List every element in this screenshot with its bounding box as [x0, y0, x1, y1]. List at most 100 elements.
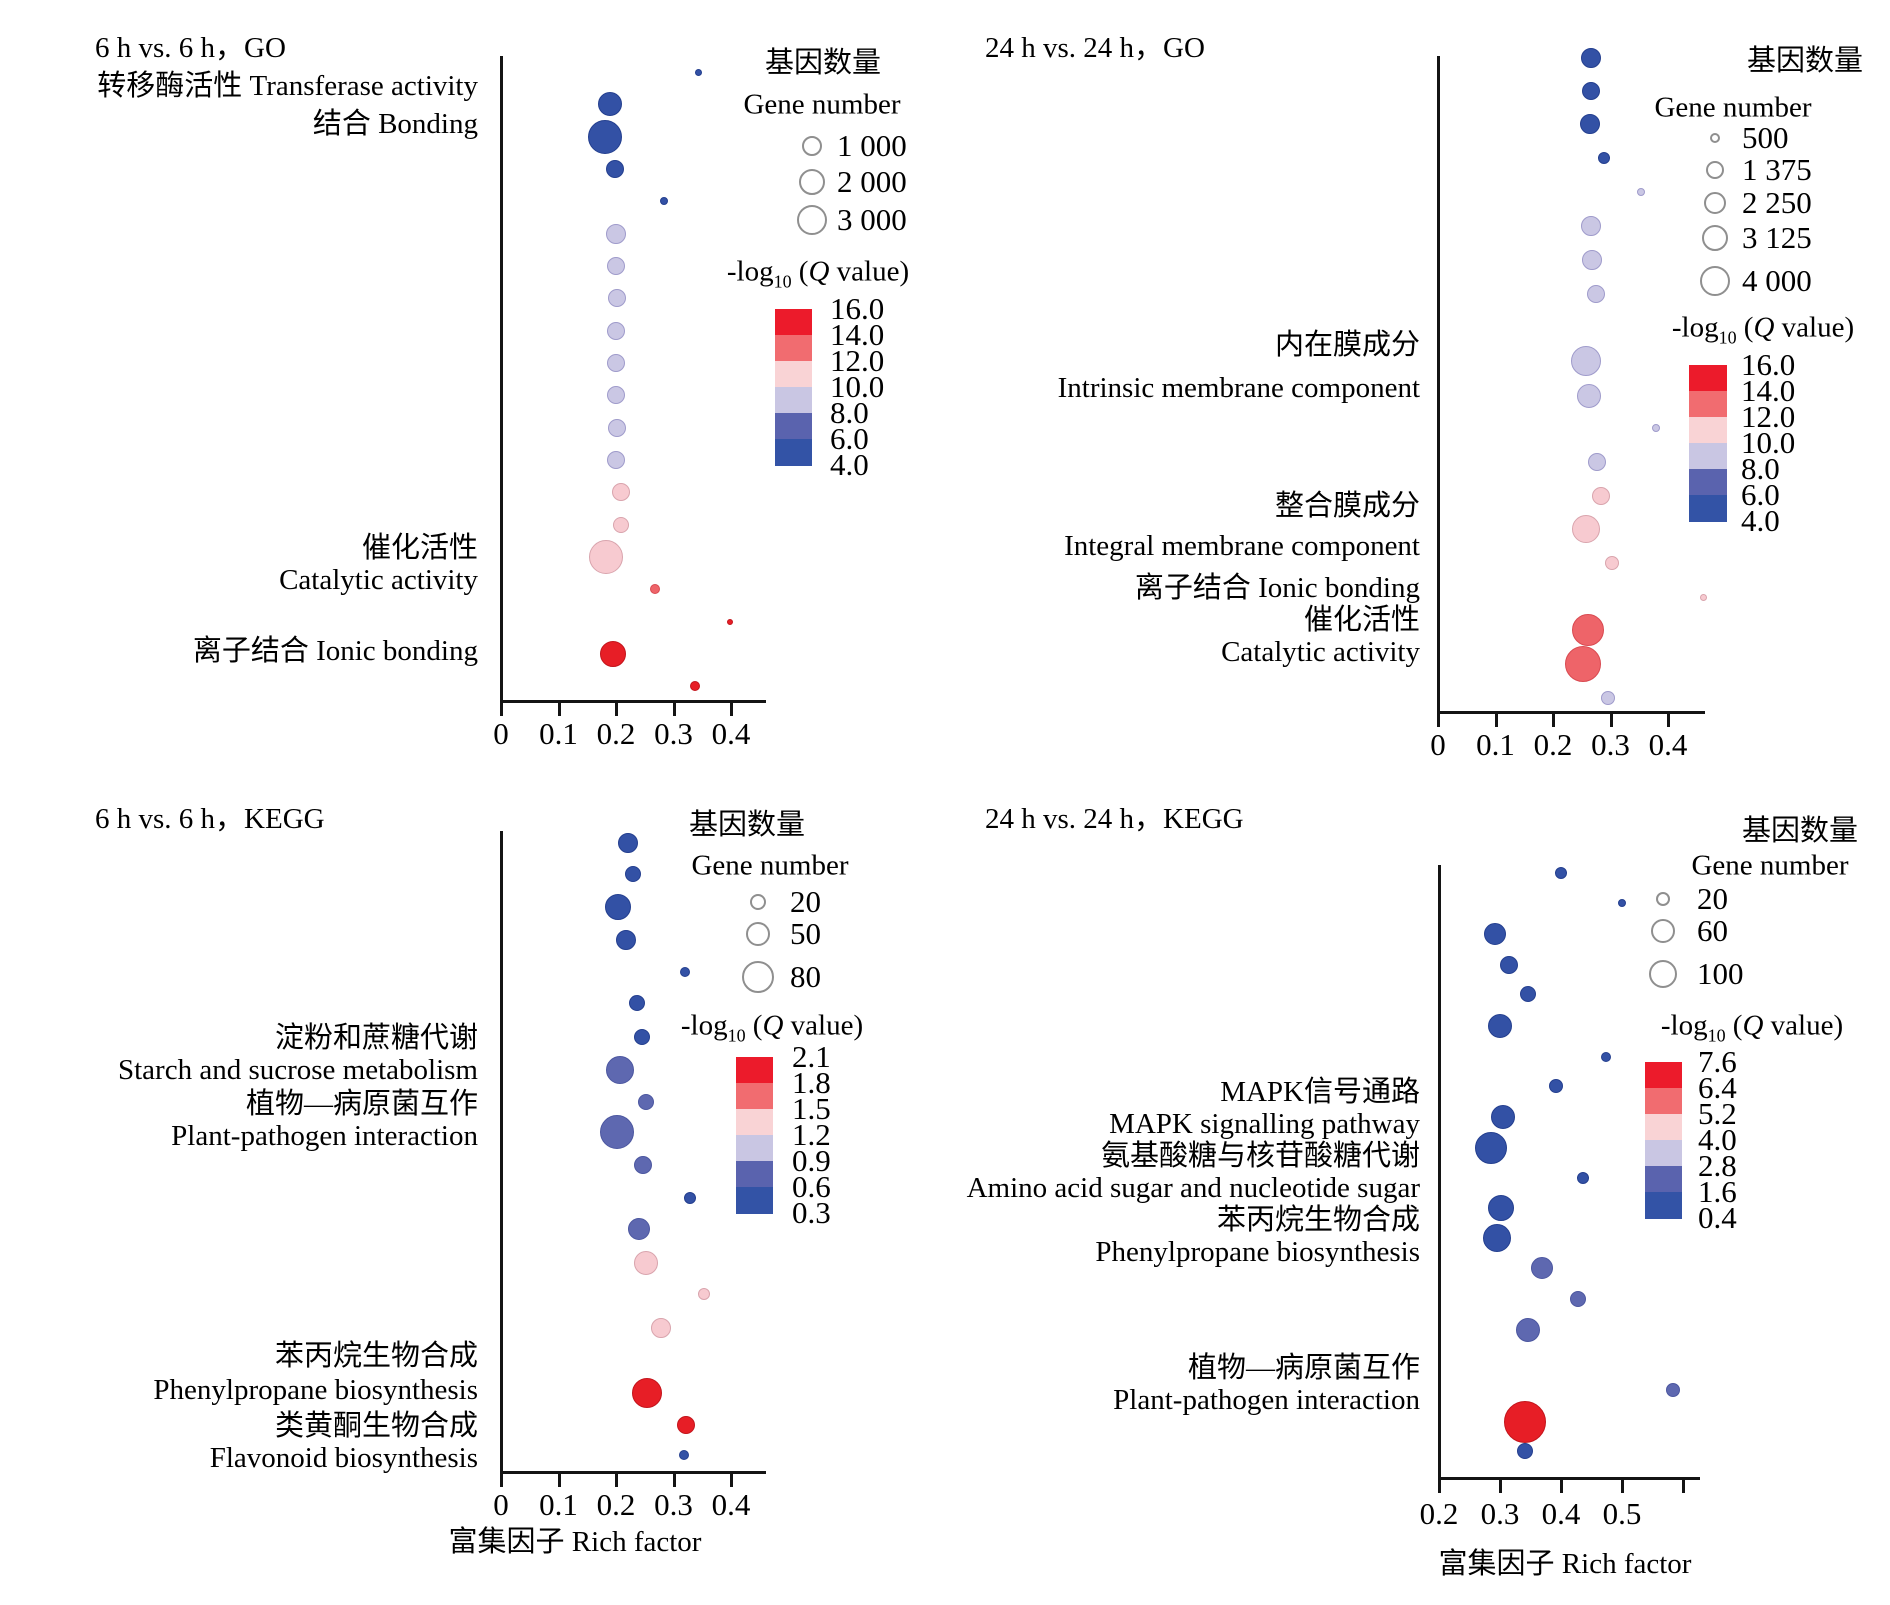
- legend-qvalue-title-part: Q: [1742, 1009, 1764, 1042]
- legend-size-circle: [799, 169, 825, 195]
- data-point: [1474, 1132, 1507, 1164]
- colorbar-block: [1689, 443, 1727, 470]
- legend-size-label: 500: [1742, 120, 1789, 155]
- legend-gene-number-title-en: Gene number: [691, 849, 849, 882]
- data-point: [1592, 487, 1611, 505]
- x-axis-line: [500, 700, 766, 703]
- data-point: [650, 1318, 671, 1338]
- legend-qvalue-title-part: -log: [1671, 311, 1719, 344]
- x-tick-label: 0.5: [1602, 1496, 1642, 1531]
- row-label: 植物—病原菌互作: [1187, 1352, 1420, 1384]
- data-point: [589, 540, 624, 574]
- data-point: [649, 584, 660, 594]
- colorbar-block: [1689, 391, 1727, 418]
- legend-qvalue-title-part: -log: [680, 1009, 728, 1042]
- x-tick-label: 0.2: [1419, 1496, 1459, 1531]
- legend-qvalue-title-part: 10: [1718, 327, 1737, 348]
- colorbar-label: 14.0: [830, 317, 885, 352]
- row-label: 结合 Bonding: [312, 108, 478, 140]
- legend-size-circle: [797, 205, 827, 235]
- data-point: [607, 322, 625, 340]
- data-point: [1570, 1291, 1587, 1307]
- data-point: [1577, 384, 1602, 408]
- x-tick-label: 0.1: [1476, 727, 1515, 762]
- data-point: [1564, 646, 1601, 682]
- data-point: [600, 1115, 635, 1149]
- legend-qvalue-title-part: (: [1725, 1009, 1743, 1042]
- colorbar-label: 0.4: [1698, 1200, 1737, 1235]
- panel-title: 6 h vs. 6 h，KEGG: [95, 803, 325, 835]
- colorbar-label: 12.0: [1741, 399, 1796, 434]
- x-tick: [1437, 714, 1440, 727]
- legend-size-label: 100: [1697, 956, 1744, 991]
- colorbar-label: 0.9: [792, 1143, 831, 1178]
- row-label: Starch and sucrose metabolism: [118, 1054, 478, 1086]
- legend-size-label: 50: [790, 916, 821, 951]
- data-point: [1555, 867, 1567, 879]
- legend-size-label: 2 250: [1742, 185, 1812, 220]
- x-tick: [615, 1474, 618, 1487]
- legend-qvalue-title-part: Q: [808, 255, 830, 288]
- legend-size-label: 60: [1697, 913, 1728, 948]
- row-label: Plant-pathogen interaction: [1113, 1384, 1420, 1416]
- colorbar-label: 4.0: [1741, 503, 1780, 538]
- data-point: [1581, 82, 1600, 100]
- legend-size-circle: [1649, 960, 1677, 988]
- legend-size-label: 80: [790, 959, 821, 994]
- data-point: [689, 681, 700, 691]
- x-tick: [672, 1474, 676, 1487]
- data-point: [1516, 1318, 1541, 1342]
- legend-qvalue-title-part: value): [1763, 1009, 1844, 1042]
- x-axis-line: [500, 1471, 766, 1474]
- y-axis-line: [1438, 865, 1441, 1478]
- colorbar-label: 8.0: [830, 395, 869, 430]
- y-axis-line: [500, 831, 503, 1472]
- data-point: [695, 68, 703, 76]
- row-label: 苯丙烷生物合成: [1216, 1204, 1420, 1236]
- colorbar-block: [1689, 469, 1727, 496]
- legend-size-circle: [1706, 161, 1724, 179]
- data-point: [1601, 691, 1616, 705]
- data-point: [598, 92, 623, 116]
- legend-qvalue-title-part: -log: [726, 255, 774, 288]
- colorbar-label: 6.0: [1741, 477, 1780, 512]
- x-axis-title: 富集因子 Rich factor: [448, 1526, 702, 1558]
- data-point: [1572, 614, 1605, 646]
- row-label: 转移酶活性 Transferase activity: [97, 70, 478, 102]
- legend-size-circle: [742, 961, 774, 993]
- legend-size-circle: [1710, 133, 1720, 143]
- legend-size-circle: [1656, 892, 1670, 906]
- row-label: 氨基酸糖与核苷酸糖代谢: [1100, 1140, 1420, 1172]
- colorbar-label: 1.8: [792, 1065, 831, 1100]
- colorbar-label: 1.2: [792, 1117, 831, 1152]
- legend-qvalue-title-part: 10: [1707, 1025, 1726, 1046]
- x-tick: [730, 703, 733, 716]
- x-tick: [557, 1474, 561, 1487]
- data-point: [600, 641, 627, 667]
- x-axis-title: 富集因子 Rich factor: [1438, 1548, 1692, 1580]
- data-point: [1520, 986, 1537, 1002]
- data-point: [1587, 285, 1606, 303]
- x-axis-line: [1437, 711, 1705, 714]
- data-point: [607, 289, 626, 307]
- x-tick: [557, 703, 561, 716]
- x-tick-label: 0.2: [596, 716, 636, 751]
- x-tick-label: 0.4: [711, 1487, 751, 1522]
- row-label: 苯丙烷生物合成: [274, 1340, 478, 1372]
- data-point: [629, 995, 646, 1011]
- row-label: 离子结合 Ionic bonding: [1134, 572, 1420, 604]
- data-point: [588, 120, 623, 154]
- data-point: [1488, 1014, 1512, 1038]
- legend-size-label: 3 000: [837, 202, 907, 237]
- legend-qvalue-title-part: value): [1774, 311, 1855, 344]
- x-tick: [1499, 1480, 1502, 1493]
- colorbar-label: 2.8: [1698, 1148, 1737, 1183]
- legend-size-circle: [802, 136, 822, 156]
- data-point: [633, 1251, 658, 1275]
- data-point: [607, 354, 625, 372]
- data-point: [1549, 1079, 1564, 1093]
- row-label: Flavonoid biosynthesis: [209, 1442, 478, 1474]
- data-point: [1576, 1172, 1589, 1184]
- legend-qvalue-title-part: 10: [773, 271, 792, 292]
- x-tick: [730, 1474, 733, 1487]
